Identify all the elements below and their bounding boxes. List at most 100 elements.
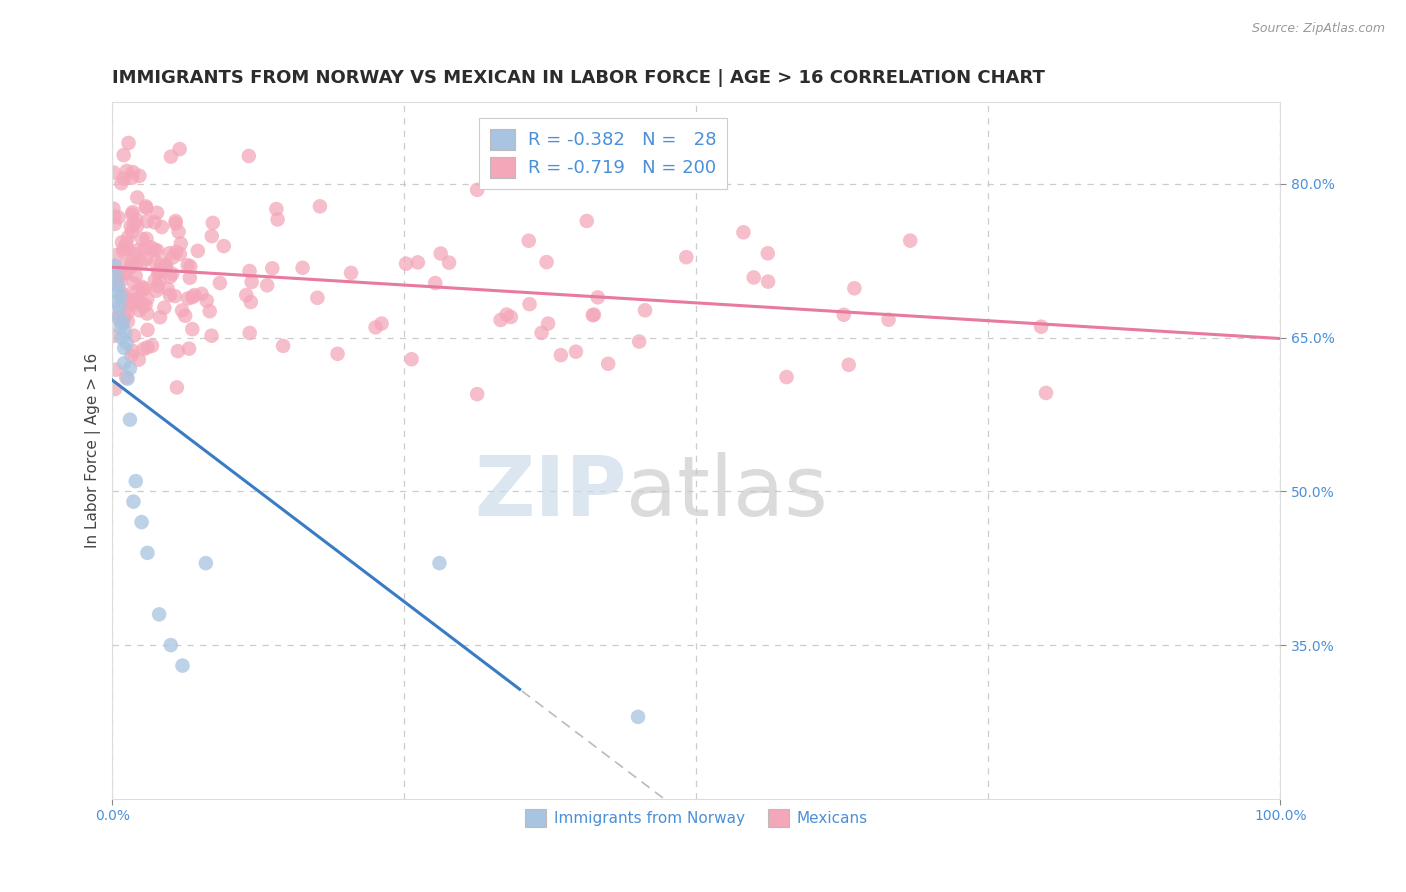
Point — [177, 342, 200, 356]
Point — [121, 170, 143, 185]
Point — [370, 317, 392, 331]
Point — [105, 277, 128, 291]
Point — [117, 314, 139, 328]
Point — [103, 165, 125, 179]
Point — [104, 259, 127, 273]
Point — [104, 217, 127, 231]
Text: atlas: atlas — [626, 451, 828, 533]
Point — [536, 255, 558, 269]
Point — [114, 310, 136, 324]
Point — [240, 275, 263, 289]
Point — [565, 344, 588, 359]
Point — [169, 247, 191, 261]
Point — [177, 292, 200, 306]
Point — [127, 190, 149, 204]
Point — [530, 326, 553, 340]
Point — [148, 273, 170, 287]
Point — [198, 304, 221, 318]
Point — [162, 251, 184, 265]
Point — [121, 343, 143, 358]
Point — [149, 257, 172, 271]
Point — [105, 248, 128, 262]
Point — [165, 214, 187, 228]
Point — [108, 300, 131, 314]
Point — [742, 270, 765, 285]
Point — [160, 150, 183, 164]
Point — [121, 207, 143, 221]
Point — [266, 212, 288, 227]
Point — [756, 246, 779, 260]
Point — [103, 329, 125, 343]
Point — [465, 183, 488, 197]
Point — [201, 229, 224, 244]
Point — [159, 288, 181, 302]
Point — [128, 295, 150, 310]
Point — [159, 246, 181, 260]
Point — [598, 357, 620, 371]
Point — [135, 201, 157, 215]
Point — [111, 295, 134, 310]
Text: ZIP: ZIP — [474, 451, 626, 533]
Point — [266, 202, 288, 216]
Point — [136, 306, 159, 320]
Point — [187, 244, 209, 258]
Point — [120, 298, 142, 312]
Point — [401, 352, 423, 367]
Point — [136, 292, 159, 306]
Point — [166, 380, 188, 394]
Point — [107, 269, 129, 284]
Point — [145, 284, 167, 298]
Point — [139, 240, 162, 254]
Point — [163, 289, 186, 303]
Point — [174, 309, 197, 323]
Point — [122, 328, 145, 343]
Point — [122, 277, 145, 291]
Point — [115, 266, 138, 280]
Legend: Immigrants from Norway, Mexicans: Immigrants from Norway, Mexicans — [519, 803, 875, 833]
Point — [326, 347, 349, 361]
Point — [120, 349, 142, 363]
Point — [179, 260, 201, 274]
Point — [775, 370, 797, 384]
Point — [104, 306, 127, 320]
Point — [172, 658, 194, 673]
Point — [628, 334, 651, 349]
Point — [183, 288, 205, 302]
Point — [112, 341, 135, 355]
Point — [146, 279, 169, 293]
Point — [114, 266, 136, 280]
Point — [200, 328, 222, 343]
Point — [132, 342, 155, 356]
Point — [131, 279, 153, 293]
Point — [181, 322, 204, 336]
Point — [165, 244, 187, 259]
Point — [844, 281, 866, 295]
Point — [115, 235, 138, 250]
Point — [208, 276, 231, 290]
Point — [128, 169, 150, 183]
Point — [125, 474, 148, 488]
Text: IMMIGRANTS FROM NORWAY VS MEXICAN IN LABOR FORCE | AGE > 16 CORRELATION CHART: IMMIGRANTS FROM NORWAY VS MEXICAN IN LAB… — [112, 69, 1045, 87]
Y-axis label: In Labor Force | Age > 16: In Labor Force | Age > 16 — [86, 352, 101, 548]
Point — [239, 295, 262, 310]
Point — [105, 272, 128, 286]
Point — [156, 282, 179, 296]
Point — [143, 273, 166, 287]
Point — [537, 317, 560, 331]
Point — [112, 287, 135, 301]
Point — [169, 142, 191, 156]
Point — [118, 412, 141, 426]
Point — [141, 339, 163, 353]
Point — [756, 275, 779, 289]
Point — [575, 214, 598, 228]
Point — [159, 269, 181, 284]
Point — [112, 171, 135, 186]
Point — [271, 339, 294, 353]
Point — [135, 298, 157, 312]
Point — [136, 340, 159, 354]
Point — [150, 261, 173, 276]
Point — [364, 320, 387, 334]
Point — [148, 264, 170, 278]
Point — [179, 270, 201, 285]
Point — [111, 331, 134, 345]
